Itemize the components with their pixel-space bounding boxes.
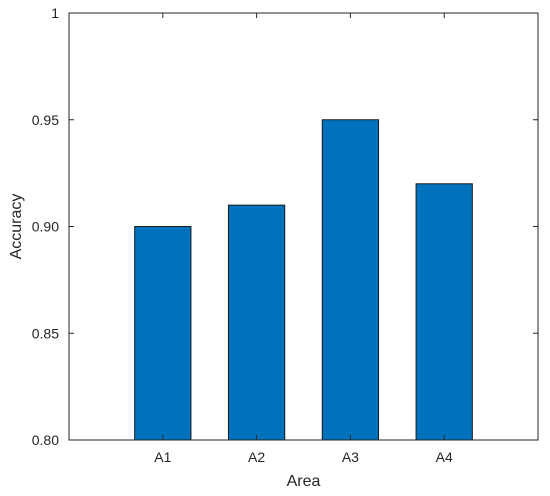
y-tick-label: 1 — [51, 5, 59, 21]
bars-layer — [134, 119, 473, 441]
y-axis-label: Accuracy — [8, 194, 25, 260]
y-tick-label: 0.95 — [32, 112, 59, 128]
bar-a1 — [134, 226, 192, 441]
x-tick-label: A1 — [154, 449, 171, 465]
x-axis-label: Area — [287, 473, 321, 490]
y-ticks: 0.80 0.85 0.90 0.95 1 — [32, 5, 538, 448]
y-tick-label: 0.85 — [32, 325, 59, 341]
y-tick-label: 0.90 — [32, 219, 59, 235]
x-tick-label: A2 — [248, 449, 265, 465]
plot-area-frame — [68, 12, 539, 441]
bar-a2 — [227, 204, 286, 441]
x-ticks: A1 A2 A3 A4 — [154, 13, 453, 465]
x-tick-label: A4 — [436, 449, 453, 465]
y-tick-label: 0.80 — [32, 432, 59, 448]
x-tick-label: A3 — [342, 449, 359, 465]
bar-a4 — [415, 183, 473, 441]
bar-a3 — [321, 119, 380, 441]
